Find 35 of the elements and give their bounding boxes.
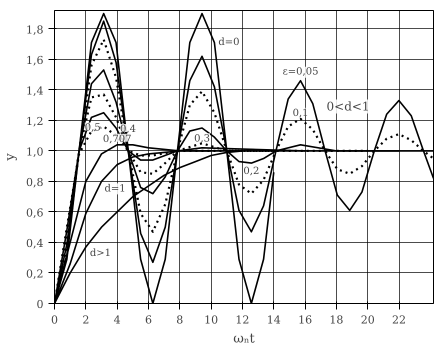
y-tick-label: 0,6 <box>26 206 44 220</box>
annotation: 0<d<1 <box>326 100 370 114</box>
x-tick-label: 22 <box>392 314 406 326</box>
x-tick-label: 18 <box>329 314 344 326</box>
x-tick-label: 16 <box>298 314 312 326</box>
y-tick-label: 1,8 <box>26 23 44 36</box>
series-label: 0,3 <box>194 133 210 144</box>
x-tick-label: 8 <box>176 314 184 326</box>
y-tick-label: 1,2 <box>26 114 44 128</box>
series-label: 0,707 <box>102 134 132 145</box>
x-axis-title: ωₙt <box>233 332 256 346</box>
x-tick-label: 12 <box>235 314 250 326</box>
series-label: 0,4 <box>120 124 136 136</box>
series-label: d>1 <box>90 248 111 260</box>
y-tick-label: 1,4 <box>26 84 44 98</box>
x-tick-label: 20 <box>360 314 375 326</box>
y-tick-label: 0,2 <box>26 267 44 280</box>
x-tick-label: 4 <box>114 314 121 326</box>
y-tick-label: 0 <box>36 298 44 311</box>
y-tick-label: 0,4 <box>26 236 44 250</box>
y-axis-title: y <box>3 152 18 162</box>
y-tick-label: 1,6 <box>26 54 44 67</box>
series-label: d=0 <box>218 37 240 48</box>
series-label: 0,2 <box>243 166 260 178</box>
y-tick-label: 1,0 <box>26 145 44 158</box>
x-tick-label: 0 <box>51 314 58 326</box>
x-tick-label: 14 <box>266 314 281 326</box>
x-tick-label: 2 <box>82 314 90 326</box>
x-tick-label: 6 <box>144 314 152 326</box>
y-tick-label: 0,8 <box>26 176 44 189</box>
x-tick-label: 10 <box>204 314 218 326</box>
series-label: ε=0,05 <box>282 66 318 78</box>
series-label: d=1 <box>104 183 126 194</box>
series-label: 0,1 <box>292 108 308 119</box>
series-label: 0,5 <box>84 122 101 134</box>
